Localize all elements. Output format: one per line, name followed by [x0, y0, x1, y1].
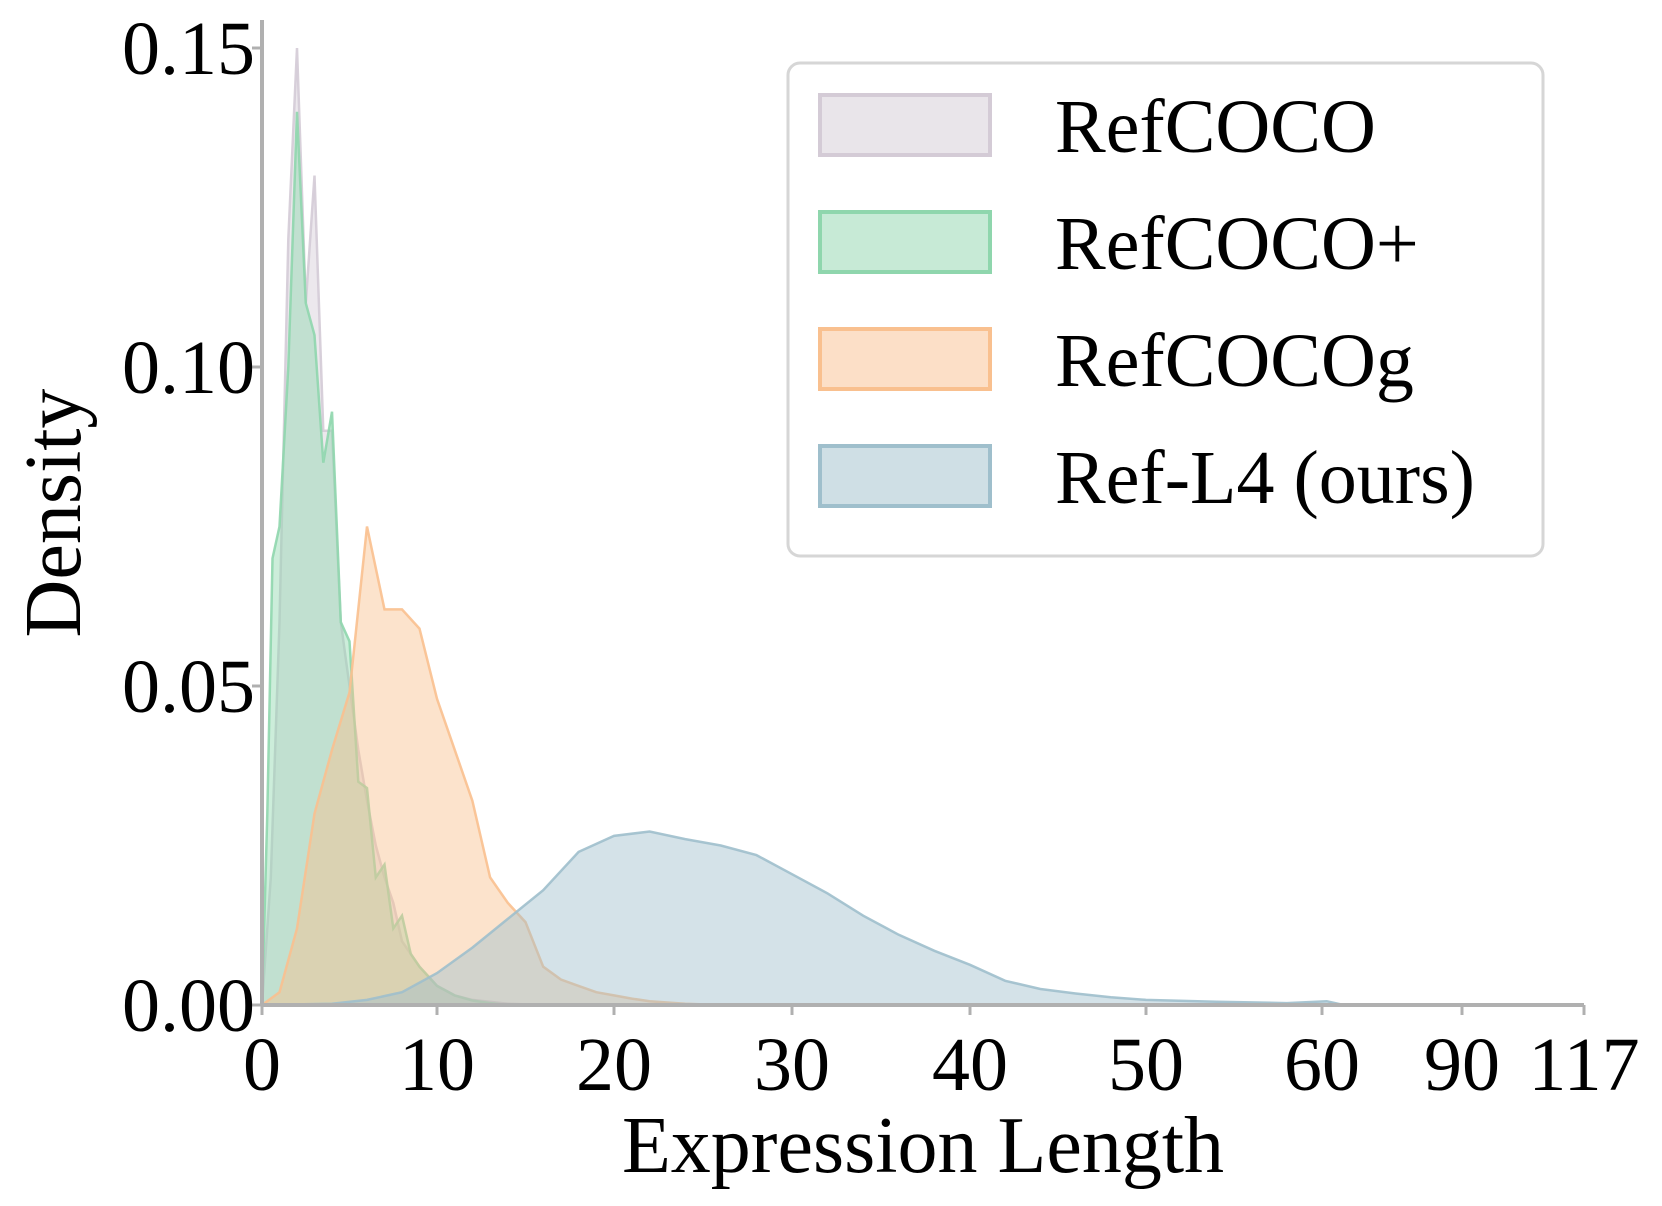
- x-tick-label: 40: [932, 1023, 1008, 1107]
- y-tick-label: 0.05: [122, 645, 255, 729]
- legend-swatch: [818, 210, 992, 274]
- legend-item: Ref-L4 (ours): [818, 436, 1475, 520]
- area-ref-l4-ours: [261, 830, 1584, 1007]
- x-tick-label: 20: [576, 1023, 652, 1107]
- x-tick-label: 60: [1284, 1023, 1360, 1107]
- legend-label: RefCOCO+: [1055, 202, 1419, 286]
- y-tick-label: 0.00: [122, 964, 255, 1048]
- x-tick-label: 50: [1108, 1023, 1184, 1107]
- x-ticks: 0 10 20 30 40 50 60 90 117: [243, 1005, 1640, 1107]
- legend-item: RefCOCO+: [818, 202, 1419, 286]
- y-ticks: 0.00 0.05 0.10 0.15: [122, 7, 262, 1048]
- legend-label: RefCOCO: [1055, 85, 1376, 169]
- density-areas: [258, 47, 1584, 1007]
- x-tick-label: 90: [1424, 1023, 1500, 1107]
- y-axis-title: Density: [10, 389, 98, 638]
- y-tick-label: 0.10: [122, 326, 255, 410]
- legend-item: RefCOCOg: [818, 319, 1414, 403]
- legend-swatch: [818, 444, 992, 508]
- legend-swatch: [818, 327, 992, 391]
- legend-frame: [786, 61, 1545, 558]
- x-tick-label: 0: [243, 1023, 281, 1107]
- x-tick-label: 10: [399, 1023, 475, 1107]
- legend-item: RefCOCO: [818, 85, 1376, 169]
- legend-items: RefCOCO RefCOCO+ RefCOCOg Ref-L4 (ours): [818, 85, 1475, 520]
- x-tick-label: 117: [1528, 1023, 1639, 1107]
- legend-label: Ref-L4 (ours): [1055, 436, 1475, 520]
- legend: RefCOCO RefCOCO+ RefCOCOg Ref-L4 (ours): [786, 61, 1545, 558]
- x-axis-title: Expression Length: [622, 1102, 1224, 1190]
- legend-label: RefCOCOg: [1055, 319, 1414, 403]
- legend-swatch: [818, 93, 992, 157]
- y-tick-label: 0.15: [122, 7, 255, 91]
- x-tick-label: 30: [754, 1023, 830, 1107]
- area-refcocog: [258, 526, 721, 1007]
